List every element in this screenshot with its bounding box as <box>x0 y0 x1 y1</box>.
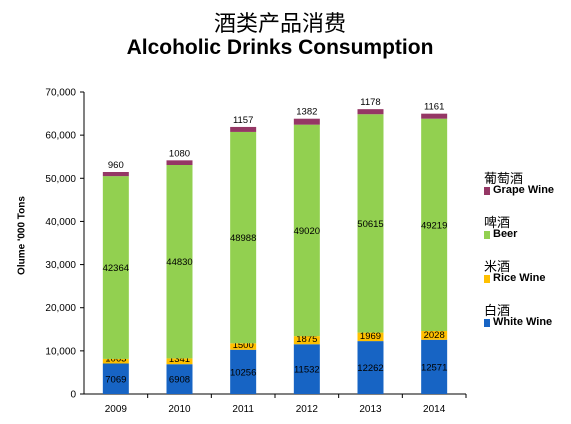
data-label: 42364 <box>103 263 129 274</box>
y-tick-label: 10,000 <box>45 346 76 357</box>
legend-label-en: Grape Wine <box>493 184 555 196</box>
data-label: 12571 <box>421 362 447 373</box>
data-label: 960 <box>108 160 124 171</box>
data-label: 49219 <box>421 220 447 231</box>
bar-segment <box>357 109 384 115</box>
y-tick-label: 70,000 <box>45 88 76 99</box>
x-tick-label: 2009 <box>105 404 128 415</box>
x-tick-label: 2013 <box>359 404 382 415</box>
legend-swatch <box>484 187 490 195</box>
data-label: 1080 <box>169 148 190 159</box>
bar-segment <box>102 172 129 177</box>
data-label: 1178 <box>360 97 380 108</box>
legend-label-en: Rice Wine <box>493 272 546 284</box>
bar-segment <box>102 176 129 359</box>
legend-swatch <box>484 275 490 283</box>
data-label: 48988 <box>230 233 256 244</box>
y-tick-label: 30,000 <box>45 260 76 271</box>
data-label: 7069 <box>105 374 126 385</box>
y-tick-label: 20,000 <box>45 303 76 314</box>
data-label: 1382 <box>296 107 317 118</box>
bar-segment <box>293 118 320 125</box>
bar-segment <box>102 363 129 394</box>
data-label: 1875 <box>296 334 317 345</box>
legend-swatch <box>484 319 490 327</box>
bar-segment <box>357 341 384 394</box>
legend-label-cn: 葡萄酒 <box>484 172 524 187</box>
data-label: 12262 <box>357 363 383 374</box>
data-label: 6908 <box>169 375 190 386</box>
bar-segment <box>357 332 384 342</box>
bar-segment <box>357 114 384 333</box>
legend-label-cn: 米酒 <box>484 260 511 275</box>
legend: 葡萄酒 Grape Wine 啤酒 Beer 米酒 Rice Wine 白酒 W… <box>484 168 571 344</box>
bar-segment <box>230 349 257 394</box>
bar-segment <box>230 126 257 132</box>
data-label: 44830 <box>166 257 192 268</box>
data-label: 11532 <box>294 365 320 376</box>
data-label: 1161 <box>424 102 444 113</box>
legend-swatch <box>484 231 490 239</box>
bar-segment <box>102 358 129 364</box>
x-tick-label: 2014 <box>423 404 446 415</box>
legend-item-white-wine: 白酒 White Wine <box>484 300 571 344</box>
bar-segment <box>421 113 448 119</box>
legend-label-cn: 白酒 <box>484 304 511 319</box>
data-label: 1500 <box>233 340 254 351</box>
legend-item-grape-wine: 葡萄酒 Grape Wine <box>484 168 571 212</box>
bar-segment <box>421 118 448 332</box>
bar-segment <box>166 165 193 359</box>
bar-segment <box>230 131 257 344</box>
bar-segment <box>166 358 193 365</box>
legend-item-beer: 啤酒 Beer <box>484 212 571 256</box>
y-tick-label: 0 <box>70 390 76 401</box>
chart-title-english: Alcoholic Drinks Consumption <box>126 36 434 59</box>
bar-segment <box>421 331 448 340</box>
legend-label-en: White Wine <box>493 316 553 328</box>
data-label: 10256 <box>230 367 256 378</box>
bar-segment <box>166 364 193 394</box>
x-tick-label: 2011 <box>232 404 254 415</box>
data-label: 1969 <box>360 331 381 342</box>
data-label: 50615 <box>357 219 383 230</box>
legend-label-en: Beer <box>493 228 518 240</box>
bar-segment <box>230 343 257 350</box>
data-label: 1063 <box>105 354 126 365</box>
bar-segment <box>293 344 320 394</box>
y-tick-label: 40,000 <box>45 217 76 228</box>
bar-segment <box>293 124 320 337</box>
legend-item-rice-wine: 米酒 Rice Wine <box>484 256 571 300</box>
x-tick-label: 2010 <box>168 404 191 415</box>
bar-segment <box>166 160 193 166</box>
chart-title-chinese: 酒类产品消费 <box>213 12 346 37</box>
y-tick-label: 50,000 <box>45 174 76 185</box>
data-label: 2028 <box>424 330 445 341</box>
bar-segment <box>293 336 320 345</box>
data-label: 49020 <box>294 226 320 237</box>
legend-label-cn: 啤酒 <box>484 216 511 231</box>
data-label: 1341 <box>169 354 190 365</box>
bar-segment <box>421 339 448 394</box>
data-label: 1157 <box>233 115 253 126</box>
x-tick-label: 2012 <box>296 404 319 415</box>
y-tick-label: 60,000 <box>45 131 76 142</box>
